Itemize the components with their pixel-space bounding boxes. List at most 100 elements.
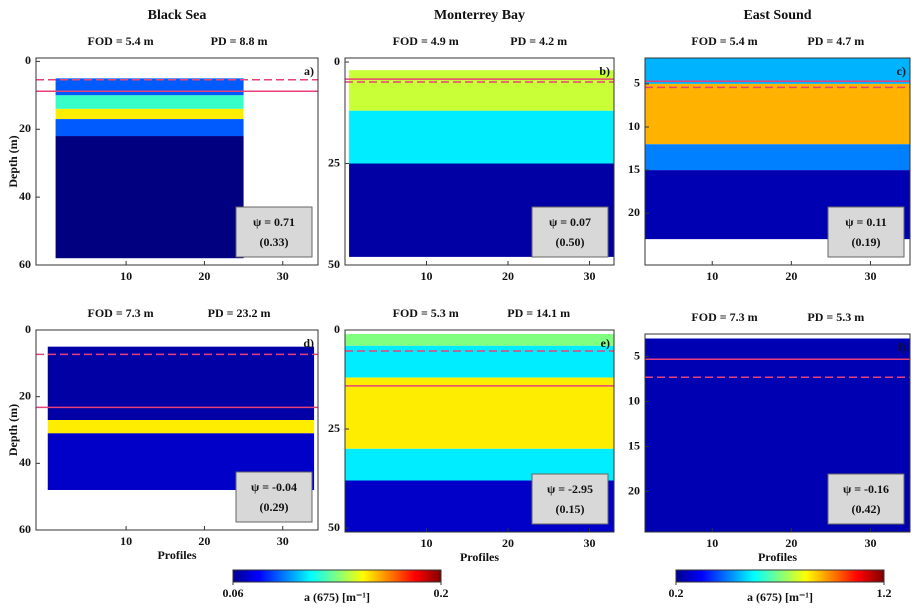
y-tick-label: 0 bbox=[25, 322, 31, 336]
psi-label: ψ = -0.16 bbox=[843, 482, 889, 496]
fod-label: FOD = 7.3 m bbox=[88, 306, 154, 320]
heat-band bbox=[55, 136, 244, 259]
psi-error: (0.50) bbox=[556, 235, 585, 249]
y-tick-label: 20 bbox=[19, 388, 31, 402]
psi-label: ψ = 0.11 bbox=[845, 215, 886, 229]
psi-box bbox=[531, 473, 609, 525]
frame bbox=[35, 57, 319, 266]
fod-label: FOD = 4.9 m bbox=[393, 34, 459, 48]
y-tick-label: 0 bbox=[25, 53, 31, 67]
y-tick-label: 20 bbox=[19, 121, 31, 135]
panel-label: e) bbox=[601, 336, 610, 350]
psi-label: ψ = 0.71 bbox=[253, 215, 295, 229]
x-axis-label: Profiles bbox=[460, 550, 499, 564]
psi-label: ψ = -0.04 bbox=[251, 480, 297, 494]
y-tick-label: 15 bbox=[628, 162, 640, 176]
frame bbox=[344, 57, 615, 266]
fod-label: FOD = 5.4 m bbox=[88, 34, 154, 48]
x-tick-label: 20 bbox=[785, 536, 797, 550]
x-axis-label: Profiles bbox=[758, 550, 797, 564]
x-tick-label: 20 bbox=[198, 269, 210, 283]
heat-band bbox=[55, 95, 244, 109]
psi-box bbox=[827, 473, 905, 525]
psi-error: (0.29) bbox=[260, 500, 289, 514]
heat-band bbox=[47, 420, 315, 434]
y-tick-label: 40 bbox=[19, 455, 31, 469]
psi-error: (0.42) bbox=[852, 502, 881, 516]
colorbar-tick-label: 1.2 bbox=[877, 586, 892, 600]
y-tick-label: 10 bbox=[628, 393, 640, 407]
panel-label: f) bbox=[898, 340, 906, 354]
y-tick-label: 50 bbox=[328, 257, 340, 271]
pd-label: PD = 23.2 m bbox=[208, 306, 271, 320]
heat-band bbox=[645, 144, 910, 171]
psi-label: ψ = -2.95 bbox=[547, 482, 593, 496]
y-tick-label: 20 bbox=[628, 205, 640, 219]
pd-label: PD = 8.8 m bbox=[211, 34, 268, 48]
y-tick-label: 40 bbox=[19, 189, 31, 203]
psi-box bbox=[827, 206, 905, 258]
x-tick-label: 10 bbox=[421, 536, 433, 550]
heat-band bbox=[345, 333, 614, 346]
column-title: Monterrey Bay bbox=[434, 8, 525, 23]
frame bbox=[644, 57, 911, 266]
y-tick-label: 60 bbox=[19, 522, 31, 536]
y-tick-label: 50 bbox=[328, 520, 340, 534]
x-tick-label: 20 bbox=[198, 534, 210, 548]
panel-label: d) bbox=[303, 336, 314, 350]
panel-label: b) bbox=[599, 64, 610, 78]
heat-band bbox=[55, 78, 244, 96]
colorbar-tick-label: 0.2 bbox=[434, 586, 449, 600]
pd-label: PD = 14.1 m bbox=[507, 306, 570, 320]
x-tick-label: 20 bbox=[502, 536, 514, 550]
x-tick-label: 10 bbox=[120, 534, 132, 548]
heat-band bbox=[55, 108, 244, 120]
y-tick-label: 5 bbox=[634, 348, 640, 362]
y-tick-label: 60 bbox=[19, 257, 31, 271]
fod-label: FOD = 7.3 m bbox=[691, 310, 757, 324]
colorbar bbox=[232, 569, 442, 583]
x-tick-label: 10 bbox=[706, 536, 718, 550]
psi-error: (0.33) bbox=[260, 235, 289, 249]
x-tick-label: 30 bbox=[864, 269, 876, 283]
heat-band bbox=[47, 346, 315, 420]
psi-error: (0.19) bbox=[852, 235, 881, 249]
frame bbox=[644, 333, 911, 533]
heat-band bbox=[349, 70, 614, 111]
colorbar-label: a (675) [m⁻¹] bbox=[747, 590, 813, 604]
y-axis-label: Depth (m) bbox=[6, 135, 20, 187]
y-axis-label: Depth (m) bbox=[6, 404, 20, 456]
x-axis-label: Profiles bbox=[157, 548, 196, 562]
pd-label: PD = 4.7 m bbox=[807, 34, 864, 48]
y-tick-label: 25 bbox=[328, 421, 340, 435]
y-tick-label: 15 bbox=[628, 438, 640, 452]
y-tick-label: 20 bbox=[628, 483, 640, 497]
fod-label: FOD = 5.3 m bbox=[393, 306, 459, 320]
x-tick-label: 30 bbox=[584, 536, 596, 550]
colorbar-label: a (675) [m⁻¹] bbox=[304, 590, 370, 604]
psi-box bbox=[235, 471, 313, 523]
colorbar-tick-label: 0.06 bbox=[223, 586, 244, 600]
x-tick-label: 10 bbox=[120, 269, 132, 283]
heat-band bbox=[349, 110, 614, 164]
x-tick-label: 20 bbox=[502, 269, 514, 283]
column-title: East Sound bbox=[743, 8, 811, 23]
heat-band bbox=[345, 377, 614, 449]
psi-box bbox=[235, 206, 313, 258]
fod-label: FOD = 5.4 m bbox=[691, 34, 757, 48]
column-title: Black Sea bbox=[148, 8, 207, 23]
heat-band bbox=[645, 58, 910, 84]
x-tick-label: 20 bbox=[785, 269, 797, 283]
x-tick-label: 30 bbox=[277, 269, 289, 283]
frame bbox=[344, 329, 615, 533]
x-tick-label: 10 bbox=[706, 269, 718, 283]
frame bbox=[35, 329, 319, 531]
psi-error: (0.15) bbox=[556, 502, 585, 516]
colorbar bbox=[675, 569, 885, 583]
panel-label: c) bbox=[897, 64, 906, 78]
x-tick-label: 30 bbox=[277, 534, 289, 548]
pd-label: PD = 4.2 m bbox=[510, 34, 567, 48]
y-tick-label: 25 bbox=[328, 155, 340, 169]
y-tick-label: 0 bbox=[334, 54, 340, 68]
